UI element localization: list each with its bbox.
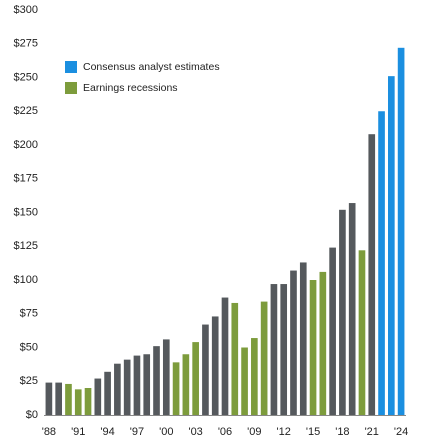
y-tick-label: $100 (14, 274, 38, 286)
bar (397, 47, 405, 416)
bar (104, 371, 111, 415)
legend-label: Earnings recessions (83, 82, 178, 94)
bar (182, 354, 190, 415)
y-tick-label: $250 (14, 71, 38, 83)
x-tick-label: '21 (365, 426, 379, 438)
bar (221, 297, 229, 415)
bar (290, 270, 297, 415)
y-tick-label: $275 (14, 38, 38, 50)
bar (74, 389, 82, 415)
bar (280, 284, 288, 415)
legend-swatch (65, 61, 77, 73)
legend-swatch (65, 82, 77, 94)
x-tick-label: '15 (306, 426, 320, 438)
bar (299, 262, 307, 415)
bar (114, 363, 121, 415)
legend-label: Consensus analyst estimates (83, 61, 220, 73)
y-tick-label: $50 (20, 341, 38, 353)
y-tick-label: $75 (20, 308, 38, 320)
bar (241, 347, 248, 415)
y-tick-label: $225 (14, 105, 38, 117)
y-tick-label: $0 (26, 409, 38, 421)
bar (65, 383, 72, 415)
bar (211, 316, 219, 415)
bar (133, 355, 141, 415)
x-tick-label: '06 (218, 426, 232, 438)
y-tick-label: $300 (14, 4, 38, 16)
bar (319, 271, 327, 415)
bar (231, 302, 239, 415)
bar (358, 250, 366, 415)
bar (172, 362, 180, 415)
bar (45, 382, 53, 415)
bar (260, 301, 268, 415)
x-tick-label: '12 (277, 426, 291, 438)
y-tick-label: $25 (20, 375, 38, 387)
y-tick-label: $125 (14, 240, 38, 252)
bar (123, 359, 131, 415)
bar (348, 203, 356, 415)
x-tick-label: '18 (335, 426, 349, 438)
x-tick-label: '88 (42, 426, 56, 438)
bar (55, 382, 63, 415)
y-tick-label: $150 (14, 206, 38, 218)
bar (378, 111, 385, 415)
bar (143, 354, 151, 415)
y-tick-label: $200 (14, 139, 38, 151)
bar (192, 342, 199, 415)
x-tick-label: '00 (159, 426, 173, 438)
x-tick-label: '97 (130, 426, 144, 438)
bar (329, 247, 336, 415)
bar (162, 339, 170, 415)
x-tick-label: '24 (394, 426, 408, 438)
y-tick-label: $175 (14, 173, 38, 185)
bar (339, 209, 346, 415)
x-tick-label: '94 (100, 426, 114, 438)
bar (387, 76, 395, 416)
bar (368, 134, 376, 415)
bar (270, 284, 278, 415)
bar (309, 280, 317, 415)
bar (153, 346, 160, 415)
bar (94, 378, 102, 415)
x-tick-label: '03 (188, 426, 202, 438)
bar (84, 388, 92, 415)
x-tick-label: '91 (71, 426, 85, 438)
bar (251, 338, 258, 415)
x-tick-label: '09 (247, 426, 261, 438)
bar (202, 324, 209, 415)
